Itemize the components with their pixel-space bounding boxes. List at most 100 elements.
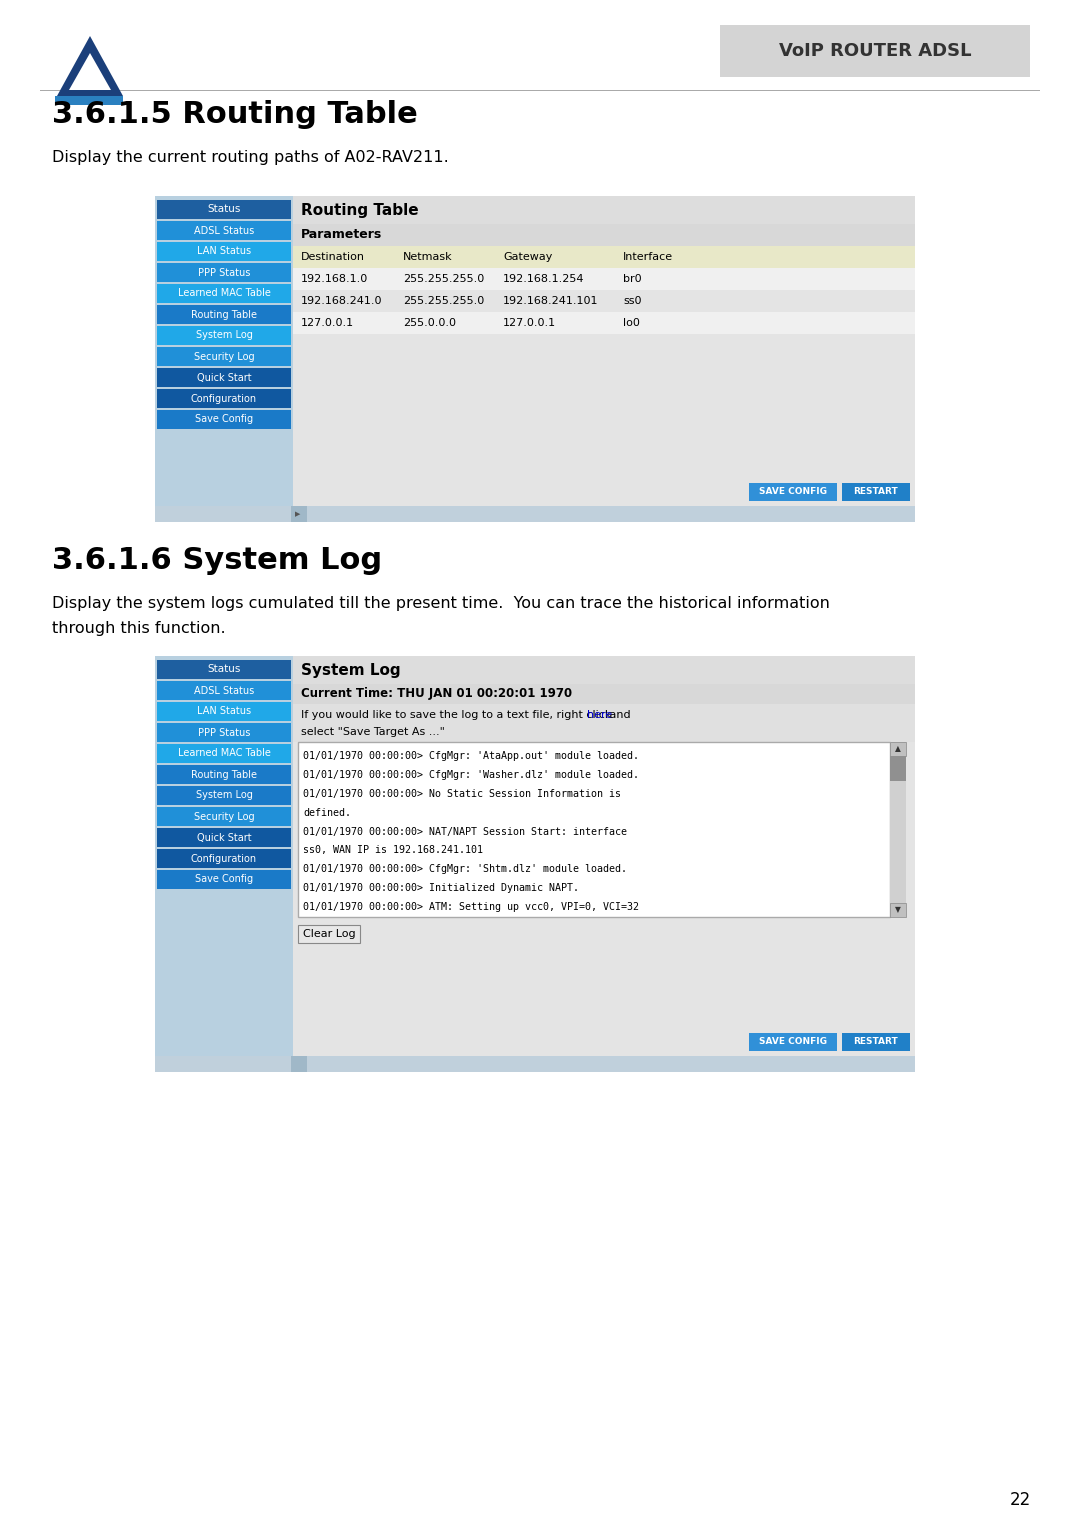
Text: Status: Status <box>207 205 241 214</box>
Text: Display the system logs cumulated till the present time.  You can trace the hist: Display the system logs cumulated till t… <box>52 596 829 611</box>
Bar <box>157 368 291 387</box>
Text: SAVE CONFIG: SAVE CONFIG <box>759 487 827 497</box>
Bar <box>750 483 837 501</box>
Bar <box>157 263 291 283</box>
Text: Clear Log: Clear Log <box>302 929 355 940</box>
Text: br0: br0 <box>623 274 642 284</box>
Text: 01/01/1970 00:00:00> CfgMgr: 'Washer.dlz' module loaded.: 01/01/1970 00:00:00> CfgMgr: 'Washer.dlz… <box>303 770 639 781</box>
Polygon shape <box>57 37 123 96</box>
Text: Destination: Destination <box>301 252 365 261</box>
Text: 192.168.241.101: 192.168.241.101 <box>503 296 598 306</box>
Text: lo0: lo0 <box>623 318 639 329</box>
Text: Netmask: Netmask <box>403 252 453 261</box>
Text: ss0, WAN IP is 192.168.241.101: ss0, WAN IP is 192.168.241.101 <box>303 845 483 856</box>
Text: through this function.: through this function. <box>52 620 226 636</box>
Text: Quick Start: Quick Start <box>197 373 252 382</box>
Text: Security Log: Security Log <box>193 351 254 362</box>
Bar <box>890 756 906 781</box>
Bar <box>842 483 910 501</box>
Bar <box>293 246 915 267</box>
Text: defined.: defined. <box>303 808 351 817</box>
Text: Routing Table: Routing Table <box>301 203 419 217</box>
Text: 01/01/1970 00:00:00> Initialized Dynamic NAPT.: 01/01/1970 00:00:00> Initialized Dynamic… <box>303 883 579 892</box>
Text: PPP Status: PPP Status <box>198 727 251 738</box>
Bar <box>156 1056 915 1073</box>
Bar <box>157 681 291 700</box>
Bar <box>156 656 293 1056</box>
Text: Configuration: Configuration <box>191 854 257 863</box>
Text: 3.6.1.5 Routing Table: 3.6.1.5 Routing Table <box>52 99 418 128</box>
Text: LAN Status: LAN Status <box>197 706 251 717</box>
Text: here: here <box>588 711 612 720</box>
Text: ADSL Status: ADSL Status <box>194 686 254 695</box>
Text: RESTART: RESTART <box>853 1038 899 1047</box>
Bar <box>890 903 906 917</box>
Bar <box>890 743 906 756</box>
Text: 255.255.255.0: 255.255.255.0 <box>403 296 484 306</box>
Polygon shape <box>69 53 111 90</box>
Text: VoIP ROUTER ADSL: VoIP ROUTER ADSL <box>779 41 971 60</box>
Bar <box>291 1056 307 1073</box>
Bar <box>293 685 915 704</box>
Bar <box>298 924 360 943</box>
Bar <box>293 225 915 246</box>
Text: Configuration: Configuration <box>191 394 257 403</box>
Text: 01/01/1970 00:00:00> No Static Session Information is: 01/01/1970 00:00:00> No Static Session I… <box>303 788 621 799</box>
Text: 22: 22 <box>1010 1491 1030 1510</box>
Text: 01/01/1970 00:00:00> CfgMgr: 'Shtm.dlz' module loaded.: 01/01/1970 00:00:00> CfgMgr: 'Shtm.dlz' … <box>303 863 627 874</box>
Bar <box>298 743 890 917</box>
Text: 01/01/1970 00:00:00> NAT/NAPT Session Start: interface: 01/01/1970 00:00:00> NAT/NAPT Session St… <box>303 827 627 836</box>
Bar <box>156 196 293 506</box>
Text: 01/01/1970 00:00:00> ATM: Setting up vcc0, VPI=0, VCI=32: 01/01/1970 00:00:00> ATM: Setting up vcc… <box>303 902 639 912</box>
Text: System Log: System Log <box>195 790 253 801</box>
Bar <box>157 744 291 762</box>
Bar <box>157 660 291 678</box>
Text: Routing Table: Routing Table <box>191 310 257 319</box>
Bar <box>157 766 291 784</box>
Bar <box>293 704 915 743</box>
Bar <box>157 410 291 429</box>
Text: Save Config: Save Config <box>194 874 253 885</box>
Text: Learned MAC Table: Learned MAC Table <box>177 289 270 298</box>
Bar <box>750 1033 837 1051</box>
Bar <box>293 267 915 290</box>
Text: 192.168.241.0: 192.168.241.0 <box>301 296 382 306</box>
Text: Routing Table: Routing Table <box>191 770 257 779</box>
Text: 192.168.1.254: 192.168.1.254 <box>503 274 584 284</box>
Text: System Log: System Log <box>301 663 401 677</box>
Text: Security Log: Security Log <box>193 811 254 822</box>
Bar <box>157 869 291 889</box>
Bar <box>890 743 906 917</box>
Bar <box>157 390 291 408</box>
Bar <box>293 196 915 225</box>
Text: 255.0.0.0: 255.0.0.0 <box>403 318 456 329</box>
Bar <box>293 656 915 685</box>
Bar <box>157 284 291 303</box>
Text: 3.6.1.6 System Log: 3.6.1.6 System Log <box>52 545 382 575</box>
Bar <box>720 24 1030 76</box>
Text: System Log: System Log <box>195 330 253 341</box>
Text: ▼: ▼ <box>895 906 901 914</box>
Text: ▲: ▲ <box>895 744 901 753</box>
Text: 127.0.0.1: 127.0.0.1 <box>503 318 556 329</box>
Bar <box>157 701 291 721</box>
Bar <box>157 306 291 324</box>
Text: Interface: Interface <box>623 252 673 261</box>
Text: Save Config: Save Config <box>194 414 253 425</box>
Bar <box>157 347 291 367</box>
Text: RESTART: RESTART <box>853 487 899 497</box>
Bar <box>157 200 291 219</box>
Bar <box>157 325 291 345</box>
Bar <box>157 785 291 805</box>
Text: 01/01/1970 00:00:00> CfgMgr: 'AtaApp.out' module loaded.: 01/01/1970 00:00:00> CfgMgr: 'AtaApp.out… <box>303 752 639 761</box>
Bar <box>293 312 915 335</box>
Text: SAVE CONFIG: SAVE CONFIG <box>759 1038 827 1047</box>
Text: Gateway: Gateway <box>503 252 552 261</box>
Text: 127.0.0.1: 127.0.0.1 <box>301 318 354 329</box>
Bar <box>293 656 915 1056</box>
Text: Current Time: THU JAN 01 00:20:01 1970: Current Time: THU JAN 01 00:20:01 1970 <box>301 688 572 700</box>
Text: ss0: ss0 <box>623 296 642 306</box>
Bar <box>157 222 291 240</box>
Text: ▶: ▶ <box>295 510 300 516</box>
Bar <box>157 850 291 868</box>
